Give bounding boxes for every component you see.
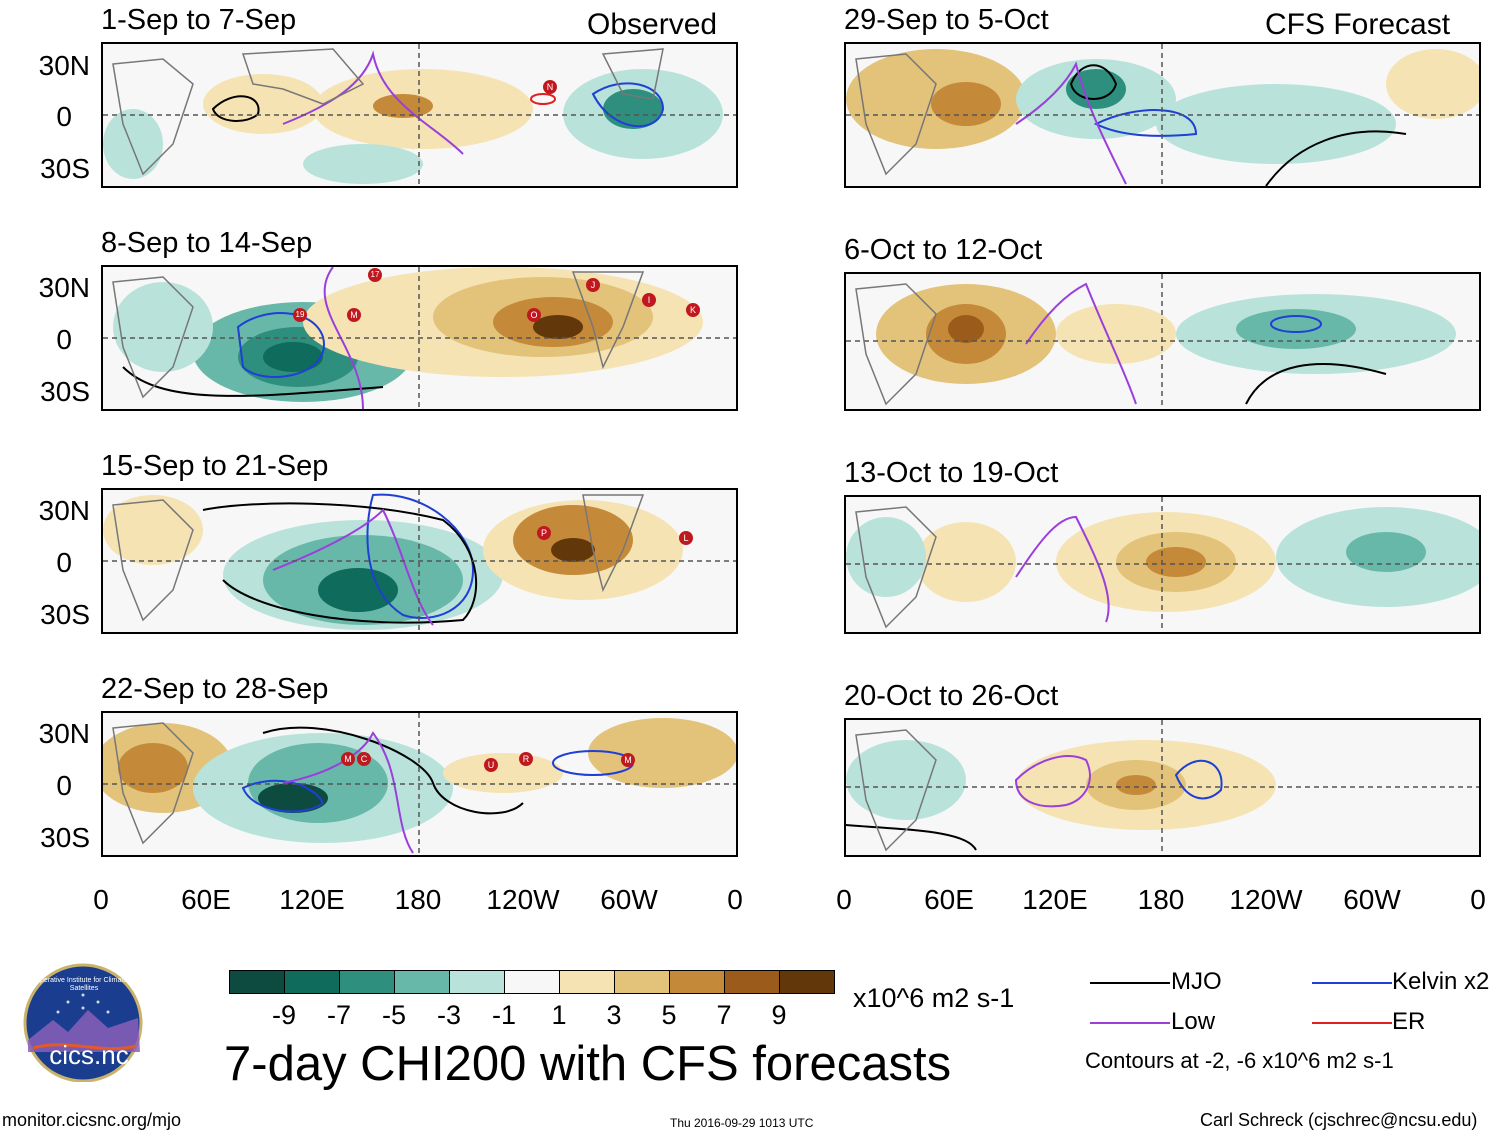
lat-30s-4: 30S — [40, 822, 90, 853]
panel-title-fc-4: 20-Oct to 26-Oct — [844, 680, 1059, 712]
legend-note: Contours at -2, -6 x10^6 m2 s-1 — [1085, 1048, 1394, 1073]
colorbar-swatch — [614, 970, 670, 994]
colorbar-swatch — [229, 970, 285, 994]
colorbar-tick-label: 7 — [716, 1000, 732, 1030]
legend-label-er: ER — [1392, 1008, 1426, 1035]
lon-label-left-1: 60E — [181, 884, 231, 915]
forecast-header: CFS Forecast — [1265, 8, 1451, 41]
footer-timestamp: Thu 2016-09-29 1013 UTC — [670, 1116, 814, 1130]
storm-marker-p2-4: O — [527, 308, 541, 322]
colorbar-swatch — [449, 970, 505, 994]
storm-marker-p3-1: P — [537, 526, 551, 540]
panel-title-fc-1: 29-Sep to 5-Oct — [844, 4, 1049, 36]
colorbar-units: x10^6 m2 s-1 — [853, 983, 1015, 1013]
panel-title-fc-2: 6-Oct to 12-Oct — [844, 234, 1043, 266]
storm-marker-p2-5: J — [586, 278, 600, 292]
main-title: 7-day CHI200 with CFS forecasts — [224, 1037, 952, 1091]
map-panel-obs-3 — [101, 488, 738, 634]
lon-label-right-6: 0 — [1470, 884, 1486, 915]
lat-30n-4: 30N — [38, 718, 90, 749]
lat-eq-2: 0 — [56, 324, 72, 355]
panel-title-obs-3: 15-Sep to 21-Sep — [101, 450, 329, 482]
lat-30s-1: 30S — [40, 153, 90, 184]
lon-label-right-4: 120W — [1229, 884, 1303, 915]
colorbar-tick-label: -1 — [491, 1000, 516, 1030]
storm-marker-p2-1: 19 — [293, 308, 307, 322]
lat-eq-3: 0 — [56, 547, 72, 578]
panel-title-obs-1: 1-Sep to 7-Sep — [101, 4, 297, 36]
observed-header: Observed — [587, 8, 718, 41]
lon-label-left-3: 180 — [394, 884, 442, 915]
lon-label-right-1: 60E — [924, 884, 974, 915]
cics-logo-text: cics.nc — [49, 1040, 129, 1070]
lat-30s-3: 30S — [40, 599, 90, 630]
colorbar-swatch — [779, 970, 835, 994]
colorbar-swatch — [724, 970, 780, 994]
legend-label-mjo: MJO — [1171, 968, 1222, 995]
colorbar-tick-label: 9 — [771, 1000, 787, 1030]
lon-label-left-5: 60W — [600, 884, 658, 915]
map-panel-obs-2 — [101, 265, 738, 411]
legend-line-low — [1090, 1022, 1170, 1024]
panel-title-obs-4: 22-Sep to 28-Sep — [101, 673, 329, 705]
colorbar-swatch — [284, 970, 340, 994]
storm-marker-p2-3: 17 — [368, 268, 382, 282]
colorbar-tick-label: -9 — [271, 1000, 296, 1030]
storm-marker-p4-5: M — [621, 753, 635, 767]
legend-line-mjo — [1090, 982, 1170, 984]
lat-30n-1: 30N — [38, 50, 90, 81]
legend-line-er — [1312, 1022, 1392, 1024]
cics-logo-ring-text: Cooperative Institute for Climate and Sa… — [27, 977, 141, 992]
cics-logo — [8, 960, 158, 1083]
storm-marker-p2-2: M — [347, 308, 361, 322]
footer-url[interactable]: monitor.cicsnc.org/mjo — [2, 1110, 182, 1130]
lat-eq-1: 0 — [56, 101, 72, 132]
lat-30n-2: 30N — [38, 272, 90, 303]
storm-marker-p3-2: L — [679, 531, 693, 545]
storm-marker-p2-7: K — [686, 303, 700, 317]
legend-line-kelvin — [1312, 982, 1392, 984]
footer-author: Carl Schreck (cjschrec@ncsu.edu) — [1200, 1110, 1478, 1130]
map-panel-obs-4 — [101, 711, 738, 857]
colorbar-tick-label: 3 — [606, 1000, 622, 1030]
map-panel-fc-1 — [844, 42, 1481, 188]
colorbar-swatch — [669, 970, 725, 994]
panel-title-fc-3: 13-Oct to 19-Oct — [844, 457, 1059, 489]
colorbar-tick-label: -3 — [436, 1000, 461, 1030]
storm-marker-p1-1: N — [543, 80, 557, 94]
storm-marker-p4-4: R — [519, 752, 533, 766]
lon-label-left-2: 120E — [279, 884, 345, 915]
storm-marker-p4-1: M — [341, 752, 355, 766]
colorbar-swatch — [559, 970, 615, 994]
legend-label-low: Low — [1171, 1008, 1216, 1035]
colorbar-tick-label: 5 — [661, 1000, 677, 1030]
lon-label-right-3: 180 — [1137, 884, 1185, 915]
panel-title-obs-2: 8-Sep to 14-Sep — [101, 227, 313, 259]
map-panel-fc-3 — [844, 495, 1481, 634]
map-panel-fc-2 — [844, 272, 1481, 411]
storm-marker-p4-2: C — [357, 752, 371, 766]
lon-label-left-0: 0 — [93, 884, 109, 915]
map-panel-obs-1 — [101, 42, 738, 188]
lon-label-left-6: 0 — [727, 884, 743, 915]
storm-marker-p4-3: U — [484, 758, 498, 772]
colorbar-tick-label: -7 — [326, 1000, 351, 1030]
lon-label-right-0: 0 — [836, 884, 852, 915]
storm-marker-p2-6: I — [642, 293, 656, 307]
lon-label-right-2: 120E — [1022, 884, 1088, 915]
colorbar-swatch — [504, 970, 560, 994]
lat-eq-4: 0 — [56, 770, 72, 801]
colorbar-swatch — [394, 970, 450, 994]
lat-30s-2: 30S — [40, 376, 90, 407]
lon-label-left-4: 120W — [486, 884, 560, 915]
lat-30n-3: 30N — [38, 495, 90, 526]
legend-label-kelvin: Kelvin x2 — [1392, 968, 1490, 995]
colorbar-tick-label: -5 — [381, 1000, 406, 1030]
map-panel-fc-4 — [844, 718, 1481, 857]
lon-label-right-5: 60W — [1343, 884, 1401, 915]
colorbar-swatch — [339, 970, 395, 994]
colorbar-tick-label: 1 — [551, 1000, 567, 1030]
